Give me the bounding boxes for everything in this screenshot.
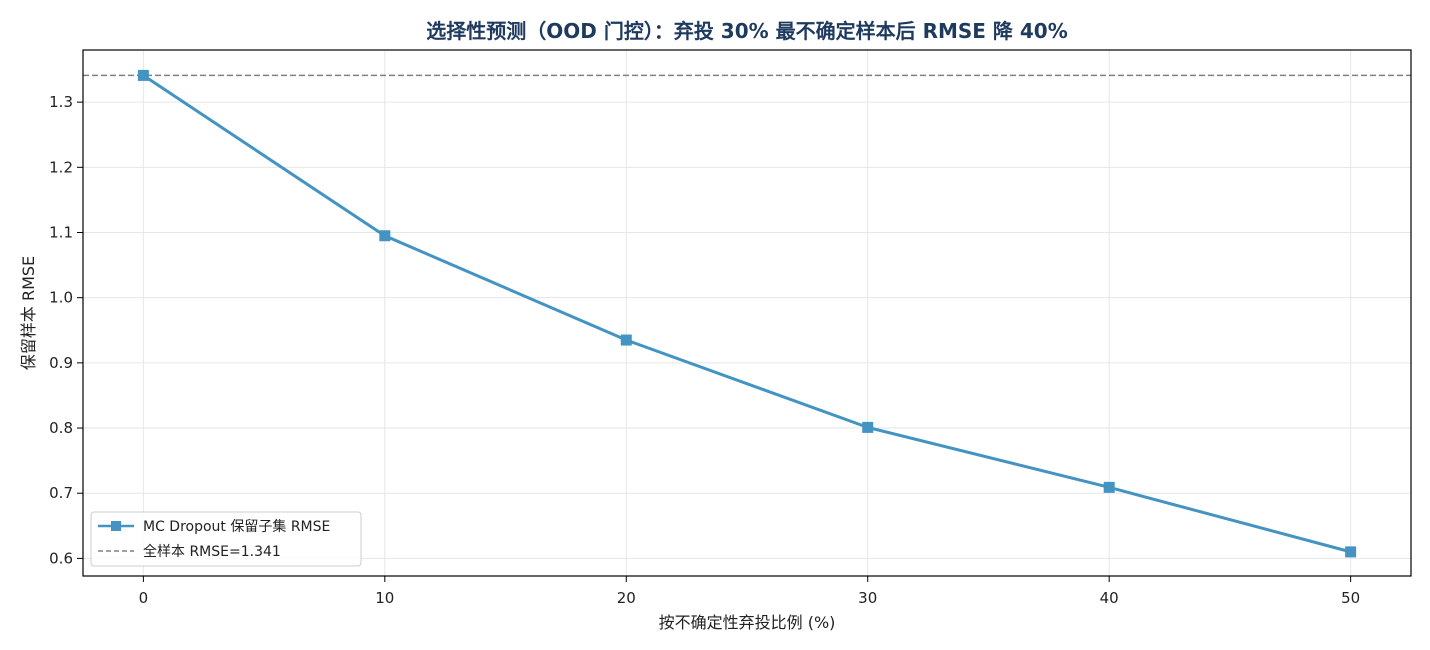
data-point [1345, 546, 1357, 558]
x-axis-label: 按不确定性弃投比例 (%) [659, 613, 836, 632]
legend: MC Dropout 保留子集 RMSE 全样本 RMSE=1.341 [90, 511, 362, 567]
series-line [142, 74, 1352, 554]
y-tick-label: 1.0 [49, 289, 73, 307]
y-tick-label: 1.3 [49, 93, 73, 111]
y-tick-label: 0.7 [49, 484, 73, 502]
data-point [620, 334, 632, 346]
plot-frame [82, 49, 1412, 577]
y-tick-label: 0.9 [49, 354, 73, 372]
x-tick-label: 20 [617, 589, 636, 607]
data-point [379, 230, 391, 242]
y-tick-label: 0.8 [49, 419, 73, 437]
chart-title: 选择性预测（OOD 门控）：弃投 30% 最不确定样本后 RMSE 降 40% [426, 19, 1068, 43]
y-tick-label: 1.2 [49, 158, 73, 176]
series-layer [137, 69, 1357, 558]
y-axis-ticks: 0.6 0.7 0.8 0.9 1.0 1.1 1.2 1.3 [49, 93, 83, 567]
y-axis-label: 保留样本 RMSE [19, 256, 38, 370]
x-tick-label: 10 [375, 589, 394, 607]
legend-box [90, 511, 362, 567]
data-point [137, 69, 149, 81]
grid [83, 50, 1411, 576]
data-point [862, 421, 874, 433]
y-tick-label: 0.6 [49, 549, 73, 567]
x-axis-ticks: 0 10 20 30 40 50 [139, 576, 1360, 607]
legend-series-label: MC Dropout 保留子集 RMSE [143, 518, 330, 535]
x-tick-label: 40 [1100, 589, 1119, 607]
x-tick-label: 0 [139, 589, 149, 607]
x-tick-label: 30 [858, 589, 877, 607]
legend-series-marker [111, 521, 121, 531]
x-tick-label: 50 [1341, 589, 1360, 607]
data-point [1103, 481, 1115, 493]
y-tick-label: 1.1 [49, 224, 73, 242]
legend-reference-label: 全样本 RMSE=1.341 [143, 543, 281, 560]
